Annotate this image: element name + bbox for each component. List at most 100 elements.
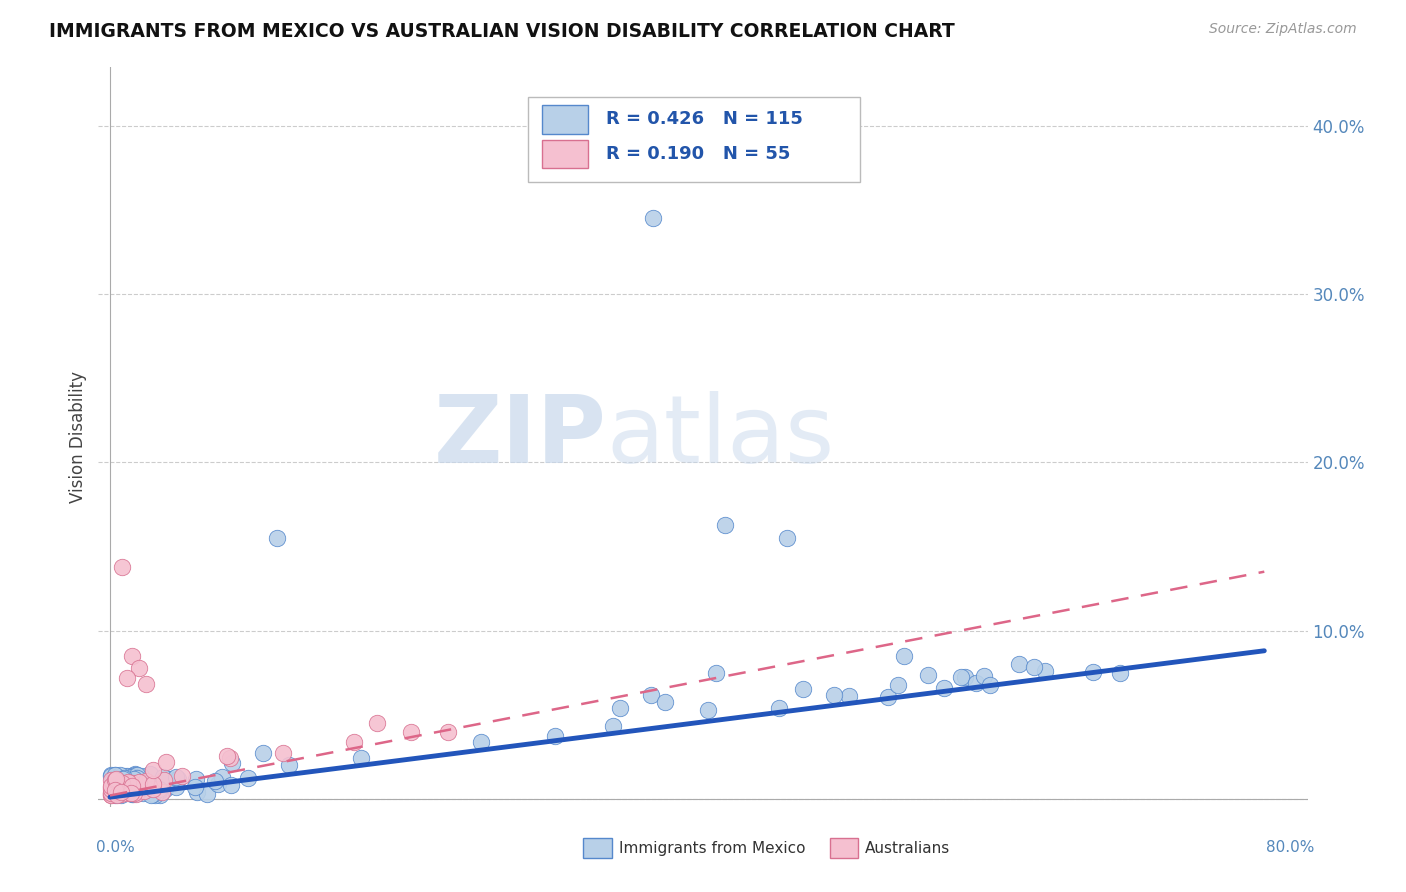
- Point: [148, 782, 170, 797]
- Point: [1109, 665, 1132, 680]
- Point: [150, 785, 173, 799]
- Point: [110, 559, 132, 574]
- Point: [135, 774, 157, 789]
- Point: [155, 755, 177, 769]
- Point: [115, 777, 138, 791]
- Point: [100, 788, 122, 802]
- Point: [167, 772, 190, 787]
- Point: [641, 211, 664, 226]
- Point: [107, 785, 129, 799]
- Point: [271, 746, 294, 760]
- Point: [104, 786, 127, 800]
- Point: [602, 719, 624, 733]
- Point: [135, 677, 157, 691]
- Point: [696, 703, 718, 717]
- Point: [142, 777, 165, 791]
- Point: [114, 777, 136, 791]
- Point: [125, 771, 148, 785]
- Point: [122, 771, 145, 785]
- FancyBboxPatch shape: [543, 140, 588, 169]
- Point: [165, 780, 187, 794]
- Point: [654, 695, 676, 709]
- FancyBboxPatch shape: [543, 105, 588, 134]
- Point: [143, 788, 166, 802]
- Point: [117, 777, 139, 791]
- Point: [609, 701, 631, 715]
- Point: [125, 778, 148, 792]
- Point: [118, 783, 141, 797]
- Point: [100, 788, 122, 802]
- Point: [112, 769, 135, 783]
- Point: [350, 751, 373, 765]
- Point: [104, 768, 127, 782]
- Point: [139, 766, 162, 780]
- Point: [893, 648, 915, 663]
- Point: [186, 785, 208, 799]
- Point: [100, 769, 122, 783]
- Point: [153, 773, 176, 788]
- Point: [108, 786, 131, 800]
- Point: [107, 780, 129, 794]
- Point: [768, 700, 790, 714]
- Point: [110, 785, 132, 799]
- Point: [104, 773, 127, 788]
- Point: [965, 675, 987, 690]
- Point: [111, 776, 134, 790]
- Point: [121, 776, 143, 790]
- Point: [107, 779, 129, 793]
- Point: [101, 785, 124, 799]
- Point: [101, 777, 124, 791]
- Point: [1033, 664, 1056, 678]
- Point: [118, 778, 141, 792]
- Point: [252, 746, 274, 760]
- Point: [129, 769, 152, 783]
- Point: [1022, 660, 1045, 674]
- Point: [121, 770, 143, 784]
- Point: [544, 729, 567, 743]
- Point: [132, 784, 155, 798]
- Point: [100, 768, 122, 782]
- Text: Immigrants from Mexico: Immigrants from Mexico: [619, 841, 806, 855]
- Point: [278, 758, 301, 772]
- Point: [115, 769, 138, 783]
- Point: [115, 775, 138, 789]
- Point: [823, 689, 845, 703]
- Text: 0.0%: 0.0%: [96, 840, 135, 855]
- Text: Source: ZipAtlas.com: Source: ZipAtlas.com: [1209, 22, 1357, 37]
- Point: [142, 788, 165, 802]
- Point: [932, 681, 955, 696]
- Point: [366, 715, 388, 730]
- Point: [128, 775, 150, 789]
- Point: [640, 688, 662, 702]
- Point: [100, 773, 122, 788]
- Point: [117, 671, 139, 685]
- Point: [105, 772, 128, 786]
- Point: [100, 779, 122, 793]
- Point: [111, 772, 134, 787]
- Point: [152, 770, 174, 784]
- Point: [127, 785, 149, 799]
- Point: [219, 751, 242, 765]
- Point: [470, 735, 492, 749]
- Point: [141, 789, 163, 803]
- Text: ZIP: ZIP: [433, 391, 606, 483]
- Point: [103, 780, 125, 794]
- Point: [104, 782, 127, 797]
- Point: [121, 788, 143, 802]
- Point: [775, 531, 797, 545]
- Point: [221, 756, 243, 770]
- Text: atlas: atlas: [606, 391, 835, 483]
- Point: [436, 724, 458, 739]
- Point: [117, 774, 139, 789]
- Point: [124, 767, 146, 781]
- Point: [108, 767, 131, 781]
- Point: [105, 783, 128, 797]
- Point: [186, 772, 208, 786]
- Point: [211, 771, 233, 785]
- Point: [838, 690, 860, 704]
- Point: [112, 785, 135, 799]
- Point: [122, 786, 145, 800]
- Point: [165, 770, 187, 784]
- Point: [100, 786, 122, 800]
- Point: [121, 786, 143, 800]
